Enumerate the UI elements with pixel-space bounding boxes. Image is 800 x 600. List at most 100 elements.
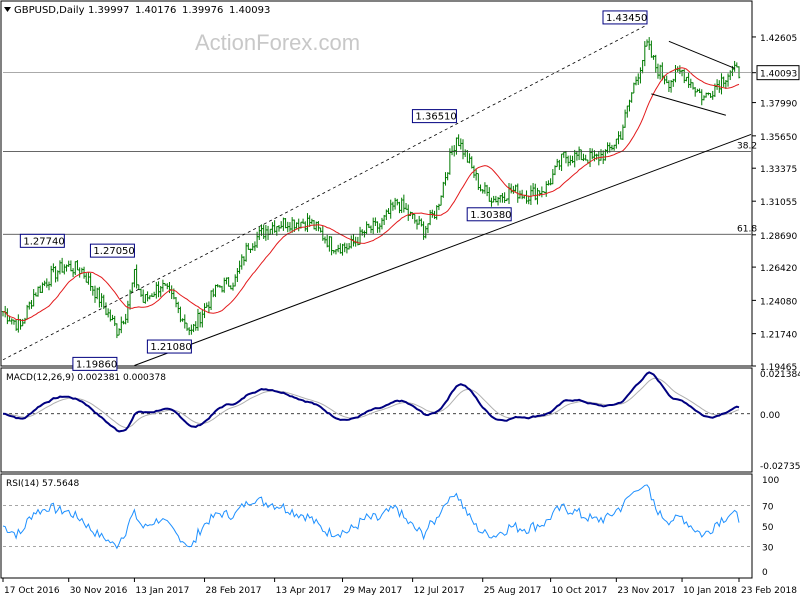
candle: [249, 248, 252, 253]
candle: [106, 308, 110, 318]
candle: [709, 93, 712, 98]
candle: [371, 217, 375, 234]
x-tick-label: 12 Jul 2017: [414, 586, 465, 596]
candle: [39, 285, 42, 293]
candle: [696, 88, 699, 93]
candle: [604, 149, 607, 161]
svg-text:1.21080: 1.21080: [150, 342, 191, 353]
candle: [691, 82, 695, 90]
candle: [573, 149, 576, 168]
candle: [534, 183, 537, 201]
candle: [45, 278, 49, 288]
axis-layer: 1.42605 1.40093 1.37990 1.35650 1.33375 1.310…: [2, 34, 800, 596]
candle: [47, 281, 51, 291]
candle: [413, 214, 417, 224]
candle: [437, 203, 441, 211]
candle: [345, 243, 349, 254]
candle: [30, 300, 33, 309]
price-layer: 38.2 61.8 1.27740 1.19860 1.27050 1.21080 1.36…: [1, 10, 757, 371]
y-tick-label: 1.35650: [760, 133, 797, 143]
candle: [483, 182, 487, 194]
candle: [58, 260, 62, 275]
candle: [34, 292, 38, 297]
candle: [207, 301, 211, 313]
candle: [273, 220, 276, 233]
svg-text:1.27740: 1.27740: [23, 236, 64, 247]
candle: [74, 261, 77, 276]
candle: [687, 72, 690, 88]
candle: [702, 95, 706, 101]
candle: [382, 214, 386, 226]
candle: [152, 291, 156, 297]
current-price-box: [756, 65, 800, 81]
candle: [60, 257, 64, 273]
candle: [553, 165, 557, 176]
candle: [656, 63, 660, 79]
candle: [680, 69, 684, 77]
candle: [225, 277, 228, 285]
candle: [685, 76, 688, 82]
x-tick-label: 28 Feb 2017: [206, 586, 262, 596]
candle: [187, 327, 191, 336]
candle: [12, 319, 16, 325]
x-tick-label: 10 Oct 2017: [552, 586, 608, 596]
candle: [455, 137, 458, 155]
candle: [591, 148, 594, 160]
candle: [715, 79, 719, 90]
candle: [229, 285, 233, 290]
candle: [492, 195, 495, 203]
wedge-upper-line: [668, 40, 735, 69]
candle: [496, 196, 500, 206]
candle: [10, 318, 13, 325]
candle: [115, 323, 119, 339]
candle: [415, 219, 419, 230]
candle: [350, 235, 353, 249]
y-tick-label: 1.42605: [760, 34, 797, 44]
candle: [144, 294, 147, 304]
candle: [582, 153, 585, 162]
candle: [461, 139, 465, 160]
candle: [161, 279, 165, 292]
candle: [301, 218, 305, 224]
price-annotation: 1.27050: [89, 243, 135, 258]
candle: [724, 79, 728, 89]
candle: [315, 221, 318, 232]
rsi-tick-label: 70: [762, 503, 774, 513]
candle: [264, 224, 268, 241]
candle: [632, 82, 636, 94]
candle: [330, 236, 333, 256]
y-tick-label: 1.19465: [760, 363, 797, 373]
candle: [279, 221, 283, 229]
candle: [509, 183, 513, 194]
candle: [67, 260, 70, 267]
candle: [499, 195, 502, 203]
candle: [100, 293, 103, 308]
candle: [562, 151, 565, 158]
candle: [131, 282, 134, 293]
candle: [49, 265, 53, 287]
candle: [514, 184, 517, 192]
candle: [735, 62, 739, 68]
candle: [466, 150, 469, 163]
x-tick-label: 30 Nov 2016: [70, 586, 128, 596]
candle: [428, 209, 432, 226]
candle: [693, 87, 697, 97]
candle: [531, 183, 535, 196]
macd-line: [2, 371, 740, 433]
candle: [720, 73, 723, 95]
candle: [146, 291, 149, 302]
macd-label: MACD(12,26,9) 0.002381 0.000378: [6, 373, 166, 383]
candle: [477, 173, 480, 190]
candle: [192, 323, 195, 333]
candle: [545, 181, 548, 197]
candle: [69, 260, 73, 272]
x-tick-label: 25 Aug 2017: [484, 586, 542, 596]
candle: [332, 250, 335, 254]
candle: [729, 70, 732, 81]
x-tick-label: 29 May 2017: [344, 586, 403, 596]
macd-tick-label: -0.027353: [760, 462, 800, 472]
candle: [196, 308, 200, 331]
y-tick-label: 1.33375: [760, 165, 797, 175]
candle: [420, 218, 423, 227]
candle: [547, 180, 550, 186]
